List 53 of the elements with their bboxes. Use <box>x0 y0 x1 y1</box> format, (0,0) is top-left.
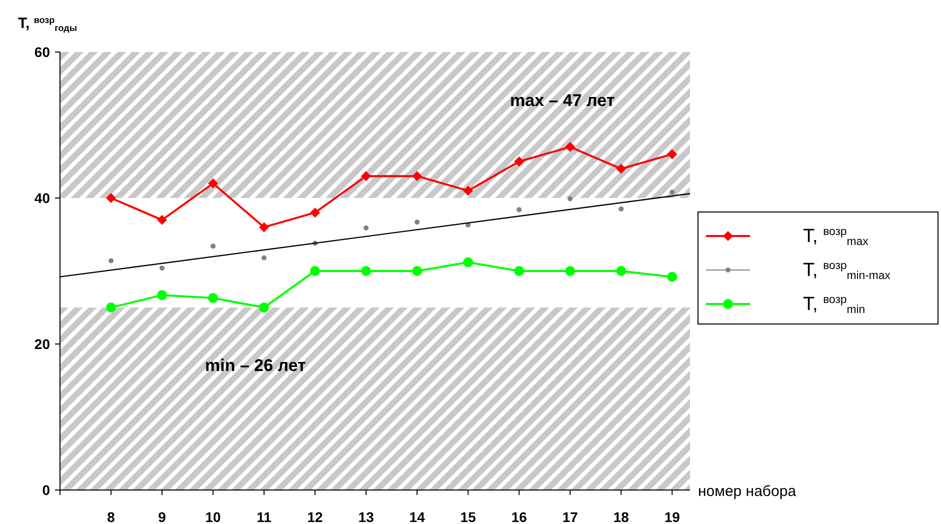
point <box>667 272 678 282</box>
point <box>670 190 675 195</box>
point <box>208 293 218 304</box>
x-tick-label: 8 <box>107 509 116 524</box>
point <box>210 244 216 249</box>
x-tick-label: 14 <box>409 509 426 524</box>
point <box>361 171 372 182</box>
y-tick-label: 40 <box>34 190 50 206</box>
x-tick-label: 17 <box>562 509 578 524</box>
point <box>108 258 114 264</box>
x-tick-label: 13 <box>358 509 374 524</box>
point <box>565 142 576 152</box>
point <box>106 302 116 312</box>
x-tick-label: 9 <box>158 509 166 524</box>
point <box>516 207 522 212</box>
point <box>565 266 576 276</box>
y-tick-label: 20 <box>34 336 50 352</box>
point <box>412 266 422 276</box>
point <box>160 266 165 271</box>
point <box>463 186 474 196</box>
point <box>364 225 369 230</box>
annotation: min – 26 лет <box>205 356 306 375</box>
point <box>514 156 524 166</box>
y-tick-label: 0 <box>42 482 50 498</box>
point <box>106 193 116 203</box>
x-tick-label: 18 <box>613 509 630 524</box>
point <box>259 302 270 312</box>
point <box>310 208 320 218</box>
point <box>616 164 626 174</box>
point <box>412 171 422 182</box>
x-tick-label: 11 <box>256 509 272 524</box>
x-tick-label: 10 <box>205 509 222 524</box>
x-tick-label: 15 <box>460 509 476 524</box>
point <box>157 214 168 225</box>
point <box>414 220 420 225</box>
point <box>361 266 372 276</box>
annotation: max – 47 лет <box>510 91 615 110</box>
point <box>310 266 320 276</box>
y-tick-label: 60 <box>34 44 50 60</box>
point <box>259 222 270 232</box>
point <box>616 266 626 276</box>
point <box>208 178 218 188</box>
point <box>463 257 474 268</box>
point <box>568 196 573 202</box>
x-axis-title: номер набора <box>698 483 797 500</box>
point <box>667 149 678 160</box>
x-tick-label: 12 <box>307 509 324 524</box>
x-tick-label: 16 <box>511 509 528 524</box>
point <box>157 290 168 300</box>
x-tick-label: 19 <box>664 509 680 524</box>
point <box>514 266 524 276</box>
point <box>618 206 624 212</box>
point <box>262 255 267 260</box>
